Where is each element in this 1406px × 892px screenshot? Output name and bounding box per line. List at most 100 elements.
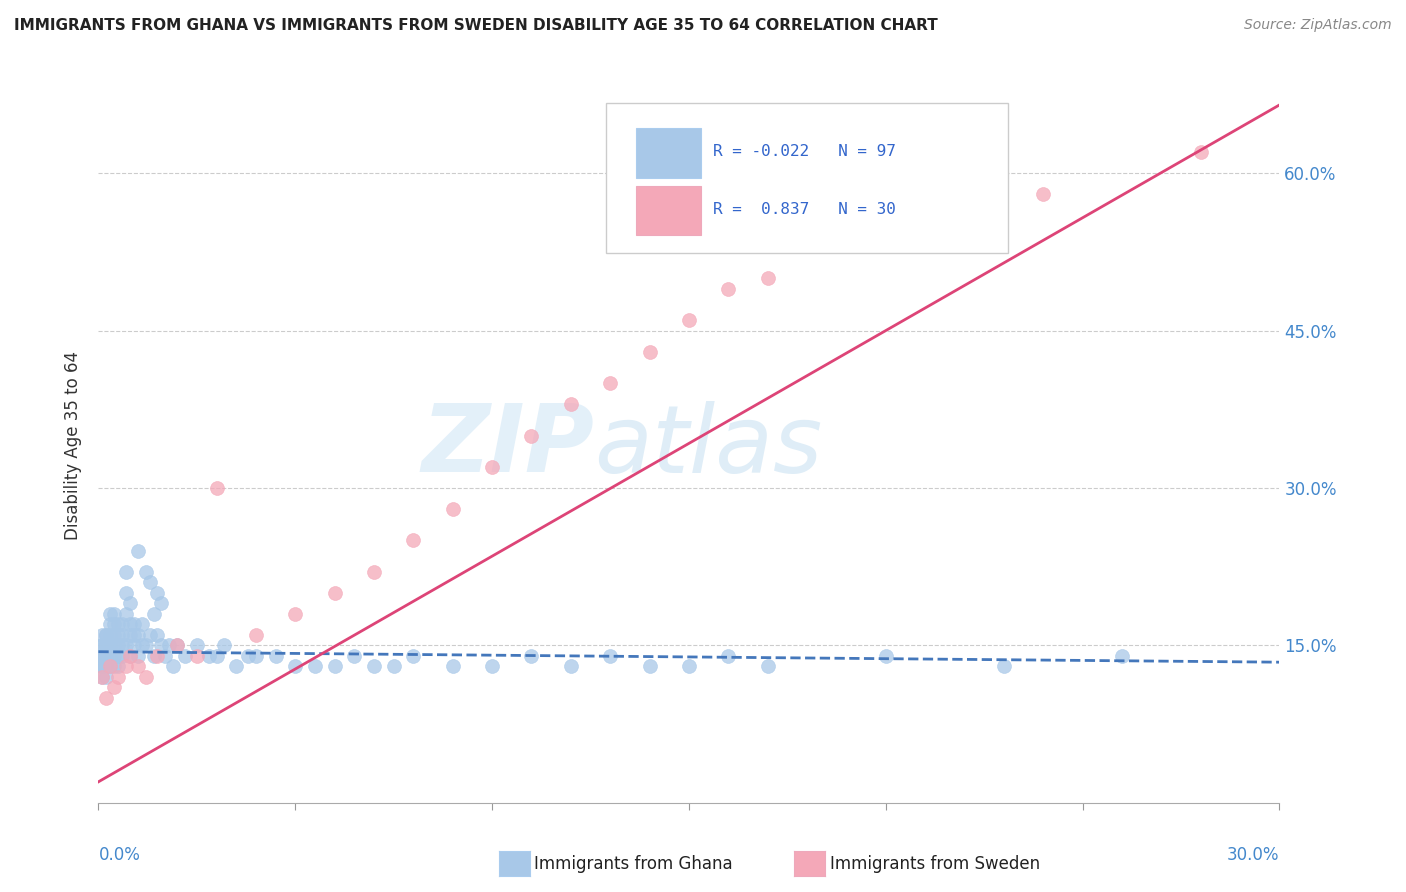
Point bbox=[875, 648, 897, 663]
Point bbox=[678, 313, 700, 327]
Point bbox=[142, 607, 165, 621]
Point bbox=[560, 659, 582, 673]
Point bbox=[127, 659, 149, 673]
Point bbox=[98, 659, 121, 673]
Point bbox=[98, 648, 121, 663]
Point bbox=[118, 648, 141, 663]
Point bbox=[98, 628, 121, 642]
Point bbox=[103, 659, 125, 673]
Point bbox=[638, 659, 661, 673]
Point bbox=[245, 648, 267, 663]
Point bbox=[162, 659, 184, 673]
Point bbox=[98, 659, 121, 673]
Point bbox=[138, 628, 160, 642]
Point bbox=[103, 607, 125, 621]
Point bbox=[107, 628, 129, 642]
Point bbox=[103, 681, 125, 695]
Point bbox=[96, 639, 118, 653]
Point bbox=[111, 628, 134, 642]
Point bbox=[304, 659, 326, 673]
Point bbox=[197, 648, 219, 663]
Point bbox=[122, 628, 145, 642]
Point bbox=[115, 607, 138, 621]
Point bbox=[993, 659, 1015, 673]
Point bbox=[107, 617, 129, 632]
Point bbox=[155, 648, 177, 663]
Point bbox=[402, 533, 425, 548]
Point bbox=[520, 428, 543, 442]
Point bbox=[91, 659, 114, 673]
Text: Source: ZipAtlas.com: Source: ZipAtlas.com bbox=[1244, 18, 1392, 32]
Point bbox=[103, 639, 125, 653]
Point bbox=[382, 659, 405, 673]
Point bbox=[205, 648, 228, 663]
Text: 0.0%: 0.0% bbox=[98, 846, 141, 863]
Point bbox=[166, 639, 188, 653]
Point bbox=[150, 639, 173, 653]
Text: 30.0%: 30.0% bbox=[1227, 846, 1279, 863]
Point bbox=[323, 659, 346, 673]
Point bbox=[107, 659, 129, 673]
Point bbox=[481, 460, 503, 475]
Point bbox=[441, 502, 464, 516]
Point bbox=[122, 617, 145, 632]
Point bbox=[118, 628, 141, 642]
Point bbox=[91, 648, 114, 663]
Point bbox=[146, 586, 169, 600]
Point bbox=[91, 639, 114, 653]
Point bbox=[214, 639, 236, 653]
Point bbox=[118, 617, 141, 632]
Point bbox=[96, 659, 118, 673]
Point bbox=[205, 481, 228, 495]
Text: atlas: atlas bbox=[595, 401, 823, 491]
Point bbox=[96, 670, 118, 684]
Point bbox=[717, 282, 740, 296]
Point bbox=[264, 648, 287, 663]
Point bbox=[111, 648, 134, 663]
Point bbox=[599, 376, 621, 390]
Point bbox=[717, 648, 740, 663]
Point bbox=[135, 670, 157, 684]
Point bbox=[118, 596, 141, 610]
Text: Immigrants from Sweden: Immigrants from Sweden bbox=[830, 855, 1039, 873]
Point bbox=[441, 659, 464, 673]
Point bbox=[142, 648, 165, 663]
Point bbox=[284, 659, 307, 673]
Point bbox=[91, 659, 114, 673]
Point bbox=[107, 639, 129, 653]
Y-axis label: Disability Age 35 to 64: Disability Age 35 to 64 bbox=[65, 351, 83, 541]
Text: R =  0.837   N = 30: R = 0.837 N = 30 bbox=[713, 202, 896, 217]
Point bbox=[107, 670, 129, 684]
Point bbox=[91, 670, 114, 684]
Point bbox=[98, 607, 121, 621]
Point bbox=[91, 659, 114, 673]
Point bbox=[135, 565, 157, 579]
Point bbox=[96, 648, 118, 663]
Point bbox=[127, 628, 149, 642]
Point bbox=[157, 639, 180, 653]
Point bbox=[1032, 187, 1054, 202]
Text: R = -0.022   N = 97: R = -0.022 N = 97 bbox=[713, 144, 896, 159]
FancyBboxPatch shape bbox=[636, 128, 700, 178]
Point bbox=[1111, 648, 1133, 663]
Point bbox=[115, 565, 138, 579]
Point bbox=[174, 648, 197, 663]
Point bbox=[225, 659, 247, 673]
Point bbox=[135, 639, 157, 653]
Point bbox=[138, 575, 160, 590]
Point bbox=[115, 586, 138, 600]
Point bbox=[875, 229, 897, 244]
Point bbox=[103, 648, 125, 663]
Point bbox=[560, 397, 582, 411]
Point bbox=[638, 344, 661, 359]
Point bbox=[127, 544, 149, 558]
Point bbox=[284, 607, 307, 621]
Point bbox=[96, 648, 118, 663]
FancyBboxPatch shape bbox=[636, 186, 700, 235]
Point bbox=[520, 648, 543, 663]
Point bbox=[115, 639, 138, 653]
Point bbox=[363, 659, 385, 673]
Point bbox=[98, 639, 121, 653]
Point bbox=[402, 648, 425, 663]
Point bbox=[115, 659, 138, 673]
